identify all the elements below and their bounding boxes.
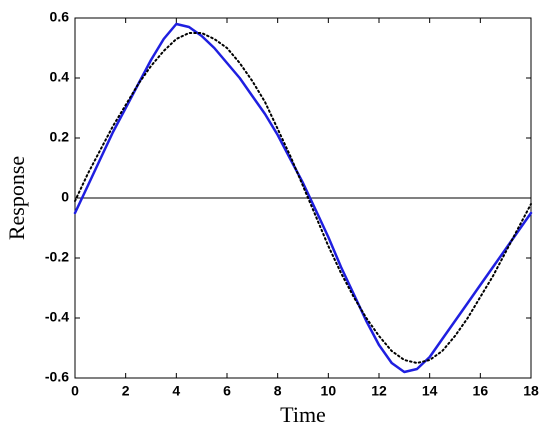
y-axis-label: Response [4,156,29,240]
y-tick-label: -0.4 [45,309,69,325]
series-line [74,32,532,364]
y-tick-label: -0.6 [45,369,69,385]
y-tick-label: 0.2 [50,129,70,145]
x-tick-label: 14 [422,383,438,399]
x-tick-label: 10 [321,383,337,399]
x-tick-label: 18 [523,383,539,399]
x-tick-label: 6 [223,383,231,399]
y-tick-label: -0.2 [45,249,69,265]
x-axis-label: Time [280,402,326,427]
x-tick-label: 8 [274,383,282,399]
x-tick-label: 16 [473,383,489,399]
plot-frame [74,17,532,379]
y-tick-label: 0 [61,189,69,205]
x-tick-label: 0 [71,383,79,399]
y-tick-label: 0.6 [50,9,70,25]
x-tick-label: 12 [371,383,387,399]
x-tick-label: 4 [172,383,180,399]
x-tick-label: 2 [122,383,130,399]
series-line [73,22,533,374]
y-tick-label: 0.4 [50,69,70,85]
